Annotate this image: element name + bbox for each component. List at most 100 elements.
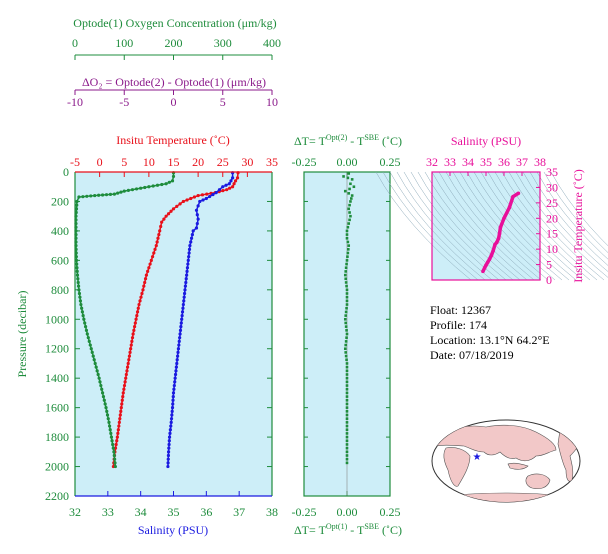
oxygen-point <box>109 435 114 439</box>
delta-t-point <box>345 402 349 406</box>
pressure-tick-label: 2000 <box>45 460 69 474</box>
float-location: Location: 13.1°N 64.2°E <box>430 333 550 347</box>
map-land-eurasia <box>435 424 557 462</box>
ts-salinity-tick-label: 36 <box>498 155 510 169</box>
ts-density-contour <box>375 171 472 281</box>
temperature-point <box>221 189 225 193</box>
salinity-point <box>191 229 195 233</box>
salinity-point <box>172 383 176 388</box>
salinity-point <box>187 255 191 259</box>
temperature-point <box>115 435 119 439</box>
oxygen-point <box>116 191 120 195</box>
temperature-point <box>132 325 137 329</box>
delta-t-point <box>347 192 351 195</box>
salinity-point <box>174 365 178 369</box>
temperature-point <box>115 439 119 443</box>
temperature-point <box>232 182 236 186</box>
salinity-axis-title: Salinity (PSU) <box>138 523 208 537</box>
temperature-point <box>157 232 161 237</box>
ts-point <box>486 260 490 264</box>
oxygen-tick-label: 300 <box>214 36 232 50</box>
delta-t-point <box>345 421 349 424</box>
oxygen-point <box>100 391 105 395</box>
oxygen-axis: Optode(1) Oxygen Concentration (μm/kg) 0… <box>72 16 281 60</box>
salinity-point <box>173 376 177 380</box>
salinity-point <box>176 347 181 351</box>
salinity-point <box>180 313 184 318</box>
oxygen-point <box>113 461 117 465</box>
salinity-point <box>173 372 178 377</box>
oxygen-point <box>88 343 92 347</box>
oxygen-point <box>75 203 79 207</box>
ts-density-contour <box>431 171 528 281</box>
oxygen-point <box>85 194 89 198</box>
delta-o2-tick-label: 0 <box>171 95 177 109</box>
profile-plot: -5 0 5 10 15 20 25 30 35 32 33 34 35 36 37 38 02004006… <box>45 155 278 519</box>
oxygen-point <box>108 428 112 432</box>
salinity-point <box>211 192 215 197</box>
delta-t-point <box>343 347 347 351</box>
delta-t-point <box>344 266 348 270</box>
temperature-point <box>156 236 160 240</box>
temperature-point <box>113 446 118 450</box>
ts-point <box>481 269 485 274</box>
delta-t-point <box>345 391 349 395</box>
salinity-point <box>171 394 175 399</box>
temperature-point <box>135 310 140 314</box>
pressure-tick-label: 1200 <box>45 342 69 356</box>
delta-t-point <box>345 428 349 432</box>
ts-density-contour <box>508 171 605 281</box>
temperature-tick-label: 30 <box>241 155 253 169</box>
delta-t-point <box>350 197 353 200</box>
ts-salinity-tick-label: 37 <box>516 155 528 169</box>
map-landmasses <box>432 424 580 502</box>
delta-t-point <box>346 225 350 229</box>
salinity-point <box>167 446 171 450</box>
salinity-point <box>189 240 193 244</box>
ts-density-contour <box>515 171 608 278</box>
delta-t-point <box>343 189 347 193</box>
salinity-point <box>170 413 174 417</box>
ts-temp-tick-label: 10 <box>546 242 558 256</box>
temperature-point <box>137 302 141 307</box>
ts-density-contour <box>543 171 608 254</box>
delta-t-point <box>345 259 349 262</box>
salinity-point <box>195 221 199 226</box>
oxygen-point <box>164 182 168 186</box>
salinity-point <box>177 339 181 343</box>
oxygen-point <box>77 291 82 296</box>
temperature-point <box>127 354 132 358</box>
temperature-point <box>120 402 124 406</box>
oxygen-point <box>98 380 102 384</box>
delta-t-point <box>343 273 347 277</box>
temperature-point <box>130 339 134 343</box>
world-map: ★ <box>431 419 581 503</box>
delta-t-point <box>343 317 347 321</box>
delta-t-point <box>345 395 349 398</box>
temperature-point <box>123 380 127 384</box>
delta-t-point <box>350 194 354 197</box>
salinity-point <box>182 299 186 303</box>
salinity-point <box>182 291 187 296</box>
ts-density-contours <box>375 171 608 281</box>
delta-t-point <box>345 236 349 240</box>
profile-series <box>74 171 240 469</box>
salinity-point <box>224 183 228 187</box>
temperature-point <box>122 383 127 388</box>
salinity-tick-label: 35 <box>168 505 180 519</box>
delta-t-top-title: ΔT= TOpt(2) - TSBE (˚C) <box>294 133 402 148</box>
oxygen-point <box>87 339 91 343</box>
delta-t-point <box>345 362 349 365</box>
pressure-tick-label: 1800 <box>45 430 69 444</box>
temperature-point <box>231 185 235 189</box>
salinity-point <box>217 188 222 192</box>
temperature-point <box>181 199 185 204</box>
delta-t-point <box>345 450 349 454</box>
oxygen-point <box>104 406 108 410</box>
temperature-point <box>235 176 240 180</box>
map-land-antarctica <box>449 492 563 502</box>
oxygen-point <box>151 184 155 188</box>
salinity-point <box>175 361 179 366</box>
oxygen-point <box>139 186 143 190</box>
temperature-point <box>162 217 166 221</box>
